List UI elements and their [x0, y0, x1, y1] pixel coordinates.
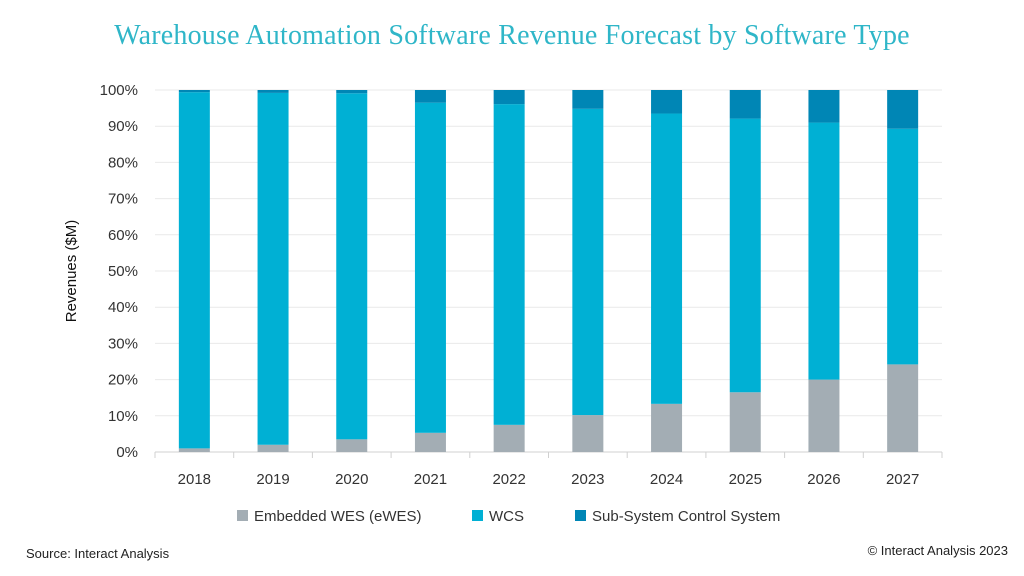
- bar-embedded-wes-ewes--2023: [572, 415, 604, 452]
- x-tick-label: 2024: [650, 471, 683, 488]
- bar-embedded-wes-ewes--2027: [887, 364, 919, 452]
- x-tick-label: 2025: [729, 471, 762, 488]
- y-tick-label: 70%: [108, 191, 138, 208]
- bar-sub-system-control-system-2021: [414, 90, 446, 103]
- bar-embedded-wes-ewes--2024: [651, 403, 683, 452]
- legend: Embedded WES (eWES) WCS Sub-System Control…: [237, 508, 780, 525]
- x-tick-label: 2026: [807, 471, 840, 488]
- bar-wcs-2020: [336, 93, 368, 440]
- bar-wcs-2026: [808, 122, 840, 380]
- legend-label: Sub-System Control System: [592, 508, 780, 525]
- y-tick-label: 20%: [108, 372, 138, 389]
- bar-embedded-wes-ewes--2022: [493, 424, 525, 452]
- chart-title: Warehouse Automation Software Revenue Fo…: [114, 20, 910, 51]
- bar-embedded-wes-ewes--2026: [808, 379, 840, 452]
- y-axis-title: Revenues ($M): [63, 220, 80, 323]
- bar-sub-system-control-system-2024: [651, 90, 683, 114]
- x-tick-label: 2023: [571, 471, 604, 488]
- bar-embedded-wes-ewes--2021: [414, 432, 446, 452]
- legend-label: WCS: [489, 508, 524, 525]
- bar-sub-system-control-system-2023: [572, 90, 604, 109]
- legend-swatch: [237, 510, 248, 521]
- bar-wcs-2024: [651, 113, 683, 404]
- bar-embedded-wes-ewes--2019: [257, 444, 289, 452]
- bar-wcs-2027: [887, 128, 919, 365]
- y-tick-label: 60%: [108, 227, 138, 244]
- bar-wcs-2021: [414, 102, 446, 433]
- y-tick-label: 30%: [108, 335, 138, 352]
- axes: 0% 10% 20% 30% 40% 50% 60% 70% 80% 90% 100% Revenue…: [63, 82, 943, 488]
- x-tick-label: 2018: [178, 471, 211, 488]
- bar-wcs-2018: [178, 92, 210, 449]
- bar-wcs-2019: [257, 92, 289, 445]
- y-tick-label: 0%: [116, 444, 138, 461]
- y-tick-label: 100%: [100, 82, 138, 99]
- bar-wcs-2022: [493, 104, 525, 425]
- bar-embedded-wes-ewes--2018: [178, 448, 210, 452]
- y-tick-label: 50%: [108, 263, 138, 280]
- x-tick-label: 2022: [492, 471, 525, 488]
- legend-swatch: [472, 510, 483, 521]
- legend-swatch: [575, 510, 586, 521]
- bar-sub-system-control-system-2020: [336, 90, 368, 94]
- bar-sub-system-control-system-2022: [493, 90, 525, 105]
- bar-sub-system-control-system-2019: [257, 90, 289, 93]
- copyright-note: © Interact Analysis 2023: [867, 543, 1008, 558]
- y-tick-label: 90%: [108, 118, 138, 135]
- bar-wcs-2023: [572, 108, 604, 416]
- x-tick-label: 2020: [335, 471, 368, 488]
- bar-embedded-wes-ewes--2020: [336, 439, 368, 452]
- bar-wcs-2025: [729, 118, 761, 393]
- y-tick-label: 40%: [108, 299, 138, 316]
- bar-sub-system-control-system-2018: [178, 90, 210, 93]
- bar-sub-system-control-system-2025: [729, 90, 761, 119]
- y-tick-label: 10%: [108, 408, 138, 425]
- x-tick-label: 2021: [414, 471, 447, 488]
- bar-sub-system-control-system-2026: [808, 90, 840, 123]
- legend-label: Embedded WES (eWES): [254, 508, 422, 525]
- x-tick-label: 2019: [256, 471, 289, 488]
- bars: [178, 90, 919, 452]
- bar-sub-system-control-system-2027: [887, 90, 919, 129]
- y-tick-label: 80%: [108, 154, 138, 171]
- source-note: Source: Interact Analysis: [26, 546, 170, 561]
- x-tick-label: 2027: [886, 471, 919, 488]
- bar-embedded-wes-ewes--2025: [729, 392, 761, 452]
